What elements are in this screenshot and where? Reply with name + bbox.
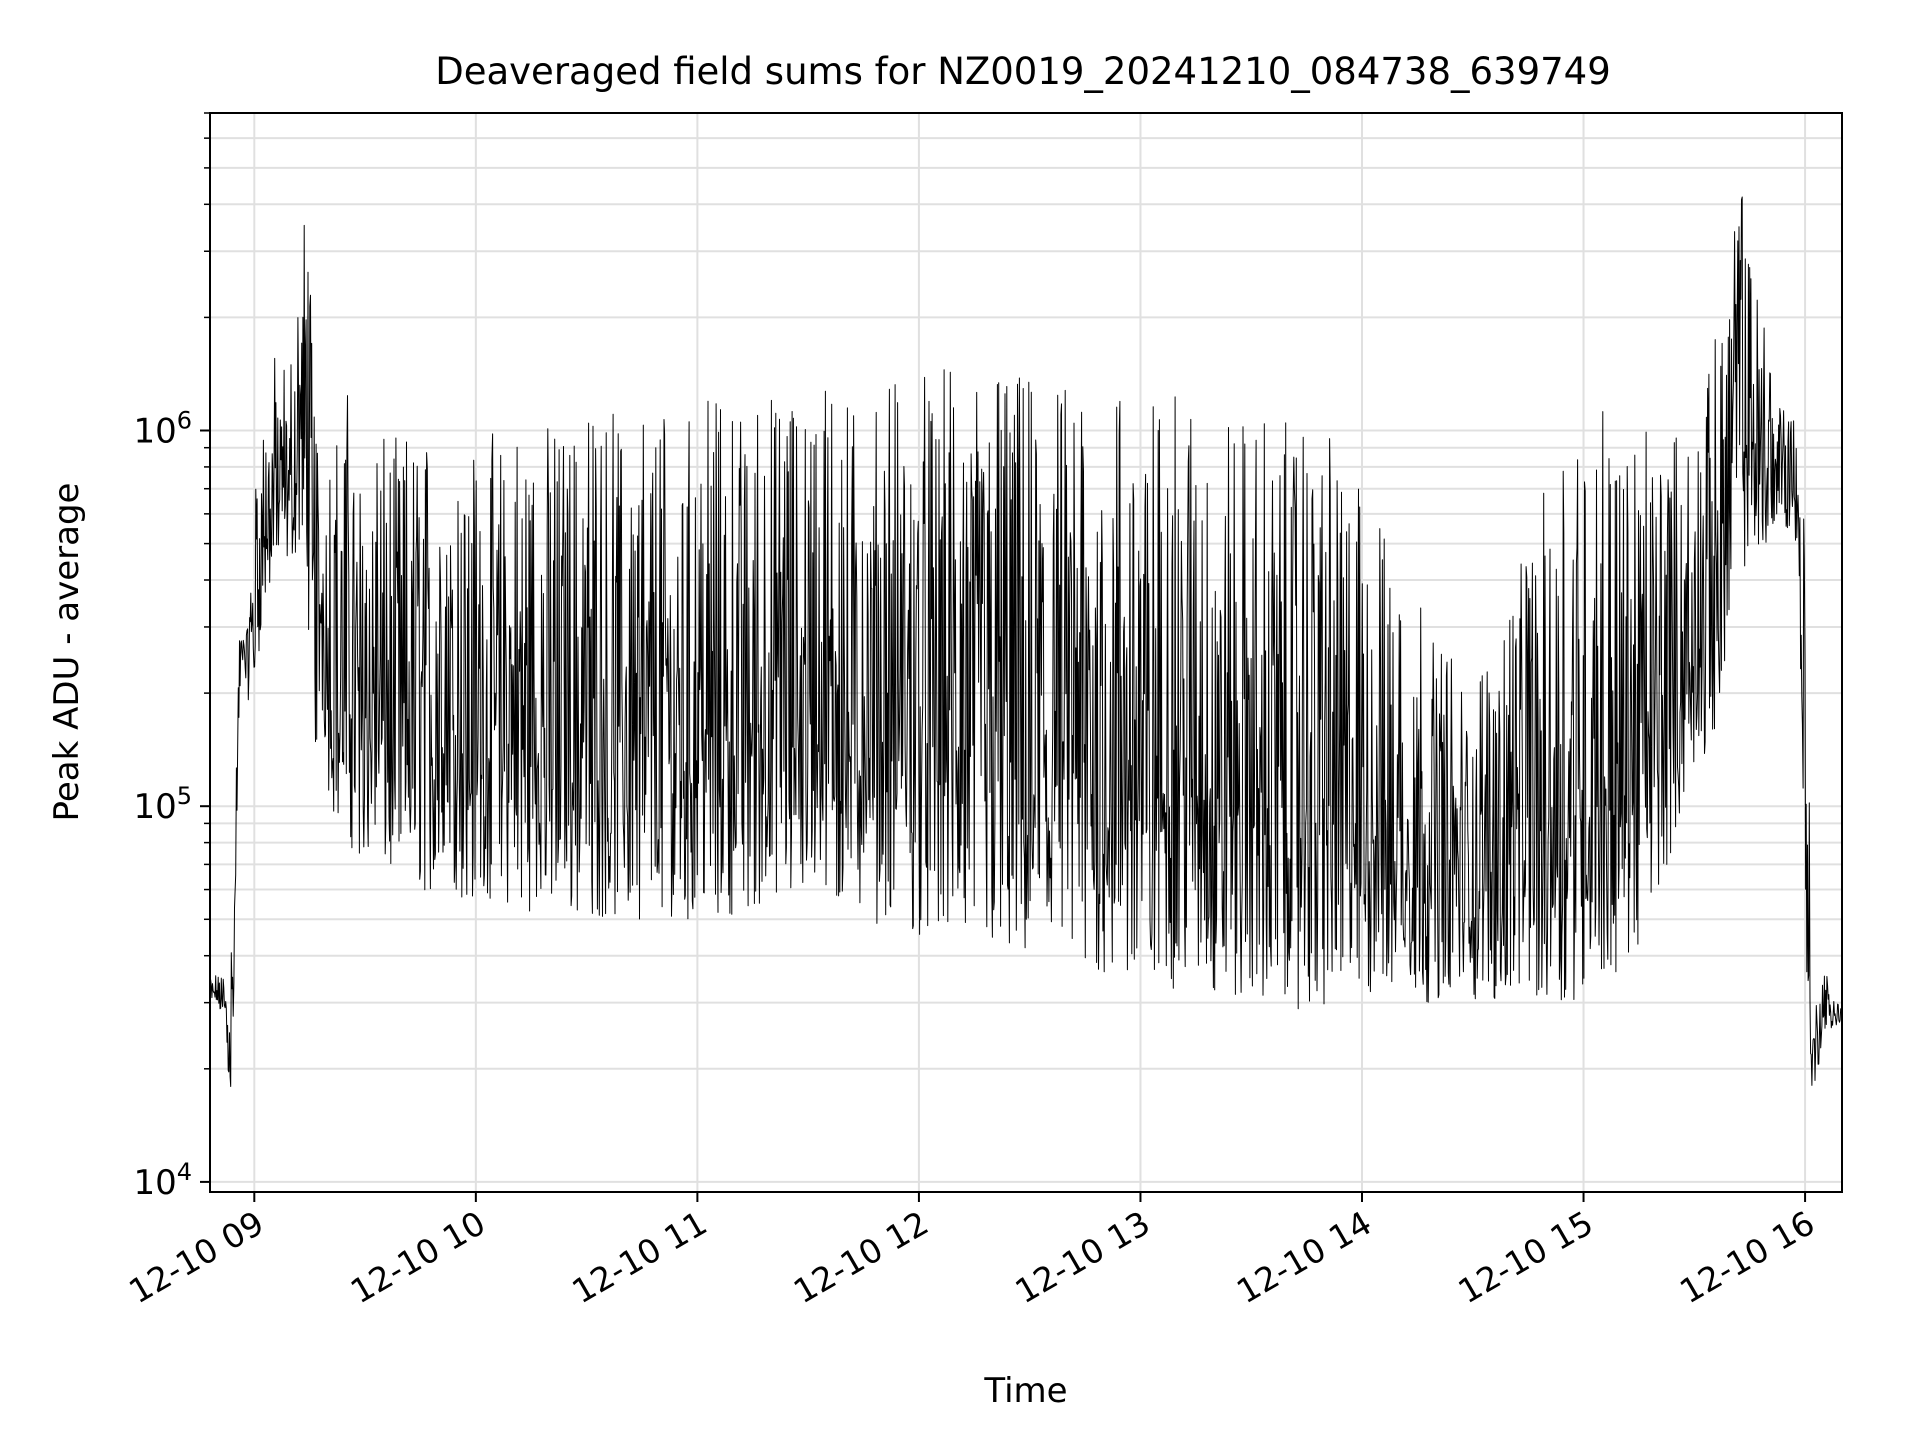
chart-title: Deaveraged field sums for NZ0019_2024121… (435, 50, 1611, 93)
x-axis-label: Time (983, 1371, 1067, 1411)
y-tick-label: 106 (133, 407, 192, 452)
y-axis-ticks: 104 105 106 (133, 112, 210, 1203)
y-axis-label: Peak ADU - average (47, 483, 87, 822)
y-tick-label: 104 (133, 1158, 192, 1203)
y-tick-label: 105 (133, 782, 192, 827)
data-series (209, 196, 1843, 1087)
series-line (209, 196, 1843, 1087)
plot-frame (209, 112, 1843, 1193)
